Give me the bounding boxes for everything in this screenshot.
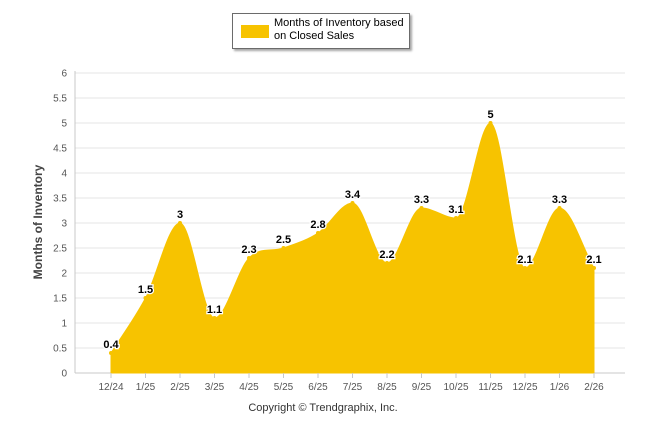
- x-tick-label: 4/25: [239, 382, 259, 393]
- x-tick-label: 6/25: [308, 382, 328, 393]
- data-point: [316, 231, 320, 235]
- x-tick-label: 12/24: [98, 382, 123, 393]
- data-point: [212, 316, 217, 320]
- data-point: [143, 296, 148, 300]
- data-point: [109, 351, 113, 355]
- x-tick-label: 1/25: [136, 382, 156, 393]
- data-label: 3.3: [414, 194, 429, 206]
- data-point: [281, 246, 286, 250]
- y-tick-label: 3.5: [53, 194, 67, 205]
- y-tick-label: 4.5: [53, 144, 67, 155]
- data-label: 2.1: [517, 254, 532, 266]
- y-axis-title: Months of Inventory: [31, 164, 45, 280]
- legend: Months of Inventory based on Closed Sale…: [232, 13, 410, 49]
- y-tick-label: 1.5: [53, 294, 67, 305]
- data-label: 2.3: [241, 244, 256, 256]
- data-label: 2.2: [379, 249, 394, 261]
- data-label: 2.5: [276, 234, 291, 246]
- x-tick-label: 11/25: [478, 382, 503, 393]
- area-series: [110, 122, 595, 374]
- data-label: 3.1: [448, 204, 463, 216]
- x-tick-label: 2/25: [170, 382, 190, 393]
- y-tick-label: 6: [61, 69, 67, 80]
- copyright-footer: Copyright © Trendgraphix, Inc.: [248, 402, 398, 414]
- y-tick-label: 0: [61, 369, 67, 380]
- y-tick-label: 3: [61, 219, 67, 230]
- data-point: [385, 261, 389, 265]
- y-tick-label: 0.5: [53, 344, 67, 355]
- x-tick-label: 9/25: [412, 382, 432, 393]
- data-label: 3.4: [345, 189, 361, 201]
- y-tick-label: 1: [61, 319, 67, 330]
- data-label: 5: [487, 109, 493, 121]
- data-point: [523, 266, 527, 270]
- data-point: [178, 221, 182, 225]
- data-label: 0.4: [103, 339, 119, 351]
- data-label: 1.5: [138, 284, 153, 296]
- legend-swatch: [241, 25, 269, 38]
- y-tick-label: 2.5: [53, 244, 67, 255]
- data-label: 3: [177, 209, 183, 221]
- x-tick-label: 12/25: [512, 382, 537, 393]
- data-point: [454, 216, 458, 220]
- data-label: 2.1: [586, 254, 601, 266]
- data-point: [419, 206, 424, 210]
- y-tick-label: 4: [61, 169, 67, 180]
- data-point: [247, 256, 251, 260]
- x-tick-label: 7/25: [343, 382, 363, 393]
- x-tick-label: 8/25: [377, 382, 397, 393]
- data-label: 3.3: [552, 194, 567, 206]
- data-point: [488, 121, 493, 125]
- legend-label: Months of Inventory based on Closed Sale…: [274, 17, 404, 42]
- x-tick-label: 2/26: [584, 382, 604, 393]
- x-tick-label: 10/25: [443, 382, 468, 393]
- data-point: [350, 201, 355, 205]
- data-point: [592, 266, 596, 270]
- x-tick-label: 5/25: [274, 382, 294, 393]
- y-tick-label: 5: [61, 119, 67, 130]
- x-tick-label: 3/25: [205, 382, 225, 393]
- data-point: [557, 206, 562, 210]
- x-tick-label: 1/26: [550, 382, 570, 393]
- data-label: 1.1: [207, 304, 222, 316]
- data-label: 2.8: [310, 219, 325, 231]
- y-tick-label: 2: [61, 269, 67, 280]
- y-tick-label: 5.5: [53, 94, 67, 105]
